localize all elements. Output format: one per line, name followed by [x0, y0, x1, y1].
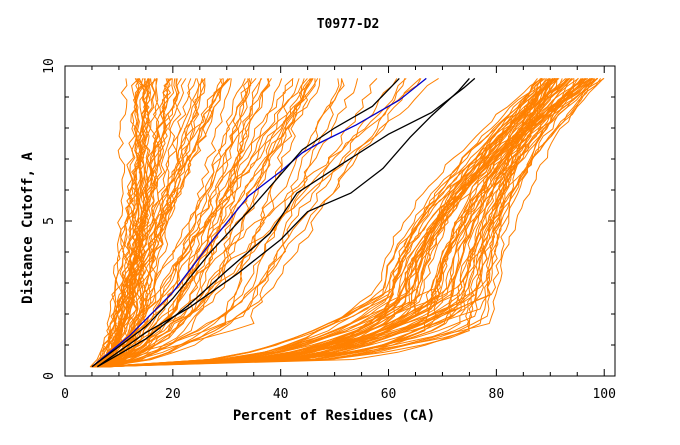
highlight-line-blue: [91, 77, 427, 368]
background-model-line: [95, 78, 542, 368]
background-model-line: [96, 78, 584, 368]
background-model-line: [98, 77, 599, 368]
background-model-line: [99, 78, 596, 368]
background-model-line: [101, 78, 158, 367]
background-model-line: [112, 78, 172, 367]
background-model-line: [99, 78, 553, 368]
background-model-line: [106, 78, 378, 368]
y-tick-label: 10: [42, 58, 57, 74]
background-model-line: [97, 78, 340, 368]
y-tick-label: 0: [42, 372, 57, 380]
background-model-line: [103, 78, 150, 368]
background-model-line: [108, 78, 246, 368]
background-model-line: [108, 78, 232, 368]
background-model-line: [105, 78, 582, 368]
x-tick-label: 0: [61, 387, 69, 402]
background-model-line: [103, 78, 554, 368]
background-model-line: [96, 78, 206, 368]
background-model-line: [94, 77, 439, 368]
background-model-line: [102, 78, 253, 368]
background-model-line: [106, 78, 549, 368]
background-model-line: [108, 78, 251, 368]
plot-frame: [64, 65, 616, 377]
background-model-line: [106, 78, 143, 368]
highlight-line-black: [91, 77, 400, 368]
background-model-line: [99, 78, 595, 368]
background-model-line: [95, 78, 398, 368]
background-model-line: [93, 78, 567, 368]
background-model-line: [101, 78, 314, 368]
background-model-line: [103, 78, 321, 368]
background-model-line: [100, 78, 173, 368]
background-model-line: [98, 78, 572, 368]
highlight-line-black: [97, 77, 470, 368]
x-tick-label: 40: [273, 387, 289, 402]
background-model-line: [100, 77, 591, 368]
background-model-line: [89, 78, 602, 368]
background-model-line: [90, 78, 422, 368]
x-tick-label: 60: [381, 387, 397, 402]
background-model-line: [103, 78, 594, 368]
x-tick-label: 100: [592, 387, 615, 402]
background-model-line: [90, 78, 343, 368]
background-model-line: [92, 78, 551, 368]
background-model-line: [93, 78, 145, 367]
y-tick-label: 5: [42, 217, 57, 225]
chart-title: T0977-D2: [317, 17, 380, 32]
background-model-line: [103, 78, 231, 368]
background-model-line: [95, 78, 308, 368]
x-axis-label: Percent of Residues (CA): [233, 408, 435, 424]
background-model-line: [96, 78, 543, 368]
y-axis-label: Distance Cutoff, A: [20, 152, 36, 304]
background-model-line: [102, 78, 575, 368]
background-model-line: [95, 77, 557, 368]
background-model-line: [104, 78, 558, 368]
background-model-line: [98, 78, 141, 368]
background-model-line: [96, 78, 604, 368]
background-model-line: [103, 78, 542, 368]
x-tick-label: 20: [165, 387, 181, 402]
background-model-line: [96, 78, 579, 368]
plot-lines: [89, 77, 605, 368]
background-model-line: [100, 78, 300, 368]
x-tick-label: 80: [489, 387, 505, 402]
background-model-line: [96, 78, 598, 368]
background-model-line: [96, 78, 271, 368]
background-model-line: [103, 78, 223, 368]
background-model-line: [108, 78, 231, 367]
background-model-line: [90, 78, 568, 368]
background-model-line: [96, 78, 270, 368]
background-model-line: [104, 78, 180, 368]
